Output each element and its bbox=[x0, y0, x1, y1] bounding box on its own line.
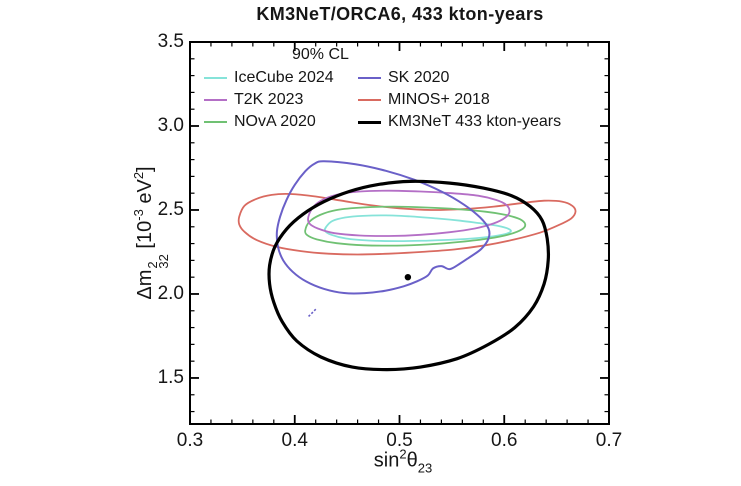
contour-minos bbox=[237, 192, 577, 256]
marker-sk-best-fit bbox=[307, 307, 318, 318]
legend-label-nova: NOvA 2020 bbox=[234, 113, 316, 130]
y-tick-label-3.5: 3.5 bbox=[157, 31, 184, 52]
legend-label-km3net: KM3NeT 433 kton-years bbox=[388, 113, 562, 130]
legend-swatch-nova bbox=[204, 121, 227, 123]
legend-entry-minos: MINOS+ 2018 bbox=[358, 89, 561, 111]
legend-label-minos: MINOS+ 2018 bbox=[388, 91, 490, 108]
y-tick-label-2.5: 2.5 bbox=[157, 198, 184, 220]
legend-entry-icecube: IceCube 2024 bbox=[204, 67, 358, 89]
y-tick-label-2.0: 2.0 bbox=[157, 282, 184, 304]
x-tick-label-0.4: 0.4 bbox=[281, 430, 308, 451]
x-tick-label-0.6: 0.6 bbox=[491, 430, 518, 451]
legend-label-t2k: T2K 2023 bbox=[234, 91, 304, 108]
legend-entry-nova: NOvA 2020 bbox=[204, 111, 358, 133]
contour-icecube bbox=[323, 214, 512, 242]
contour-km3net bbox=[267, 179, 551, 372]
y-axis-label: Δm 2 32 [10-3 eV2] bbox=[131, 166, 171, 300]
y-tick-label-3.0: 3.0 bbox=[157, 114, 184, 136]
contour-t2k bbox=[307, 189, 511, 237]
y-tick-label-1.5: 1.5 bbox=[157, 366, 184, 388]
legend-label-icecube: IceCube 2024 bbox=[234, 69, 334, 86]
axes-frame bbox=[189, 41, 610, 425]
legend-swatch-sk bbox=[358, 77, 381, 79]
legend-swatch-icecube bbox=[204, 77, 227, 79]
legend-entry-km3net: KM3NeT 433 kton-years bbox=[358, 111, 561, 133]
x-tick-label-0.7: 0.7 bbox=[595, 430, 623, 451]
legend-swatch-minos bbox=[358, 99, 381, 101]
contour-sk bbox=[275, 160, 491, 295]
legend-label-sk: SK 2020 bbox=[388, 69, 450, 86]
marker-km3net-best-fit bbox=[404, 273, 412, 281]
x-axis-label: sin2θ23 bbox=[373, 446, 433, 476]
x-tick-label-0.3: 0.3 bbox=[176, 430, 204, 451]
x-tick-label-0.5: 0.5 bbox=[386, 430, 413, 451]
legend: 90% CL IceCube 2024 T2K 2023 NOvA 2020 SK 20… bbox=[204, 46, 561, 133]
contour-nova bbox=[304, 205, 527, 247]
legend-swatch-km3net bbox=[358, 120, 381, 124]
legend-entry-t2k: T2K 2023 bbox=[204, 89, 358, 111]
chart-title: KM3NeT/ORCA6, 433 kton-years bbox=[256, 4, 544, 24]
legend-entry-sk: SK 2020 bbox=[358, 67, 561, 89]
legend-swatch-t2k bbox=[204, 99, 227, 101]
legend-title: 90% CL bbox=[292, 46, 349, 63]
